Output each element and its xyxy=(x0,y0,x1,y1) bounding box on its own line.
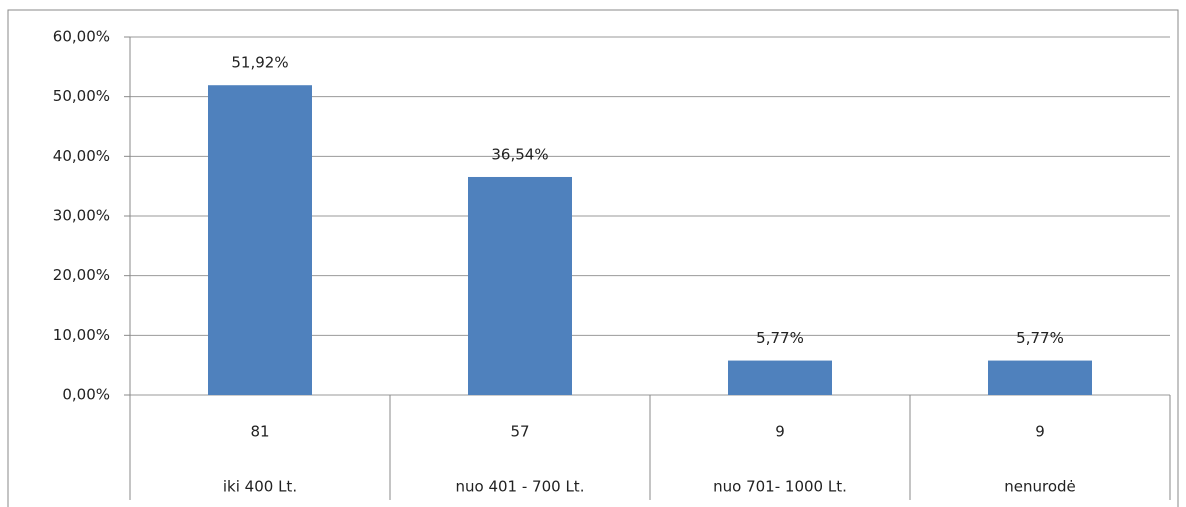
bar xyxy=(988,360,1092,395)
x-tick-label: nenurodė xyxy=(1004,478,1076,496)
table-count: 9 xyxy=(1035,423,1045,441)
y-tick-label: 50,00% xyxy=(53,87,110,105)
y-tick-label: 10,00% xyxy=(53,326,110,344)
x-tick-label: nuo 401 - 700 Lt. xyxy=(456,478,585,496)
bar xyxy=(728,360,832,395)
table-count: 9 xyxy=(775,423,785,441)
table-count: 57 xyxy=(510,423,529,441)
y-tick-label: 20,00% xyxy=(53,266,110,284)
y-tick-label: 40,00% xyxy=(53,147,110,165)
bar xyxy=(468,176,572,395)
data-label: 5,77% xyxy=(1016,329,1064,347)
data-label: 51,92% xyxy=(231,54,288,72)
x-tick-label: nuo 701- 1000 Lt. xyxy=(713,478,847,496)
bar xyxy=(208,85,312,395)
y-tick-label: 60,00% xyxy=(53,28,110,46)
table-count: 81 xyxy=(250,423,269,441)
y-tick-label: 0,00% xyxy=(62,386,110,404)
data-label: 36,54% xyxy=(491,145,548,163)
chart-border xyxy=(7,9,1179,507)
x-tick-label: iki 400 Lt. xyxy=(223,478,297,496)
y-tick-label: 30,00% xyxy=(53,207,110,225)
data-label: 5,77% xyxy=(756,329,804,347)
